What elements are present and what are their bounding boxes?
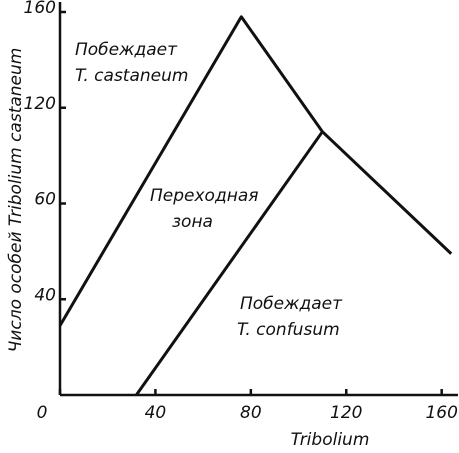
annotation: Переходная — [150, 186, 258, 206]
boundary-line — [135, 130, 324, 396]
y-tick-label: 40 — [34, 285, 56, 305]
y-tick-label: 60 — [34, 190, 56, 210]
x-tick-label: 120 — [330, 403, 362, 423]
annotation: Побеждает — [240, 294, 343, 314]
y-tick-label: 160 — [24, 0, 56, 18]
x-axis-label: Tribolium — [291, 430, 370, 450]
x-tick-label: 80 — [240, 403, 262, 423]
annotation: T. confusum — [237, 320, 340, 340]
annotation: T. castaneum — [75, 66, 188, 86]
annotation: Побеждает — [75, 40, 178, 60]
annotation: зона — [172, 212, 213, 232]
x-tick-label: 0 — [37, 403, 48, 423]
y-axis-label: Число особей Tribolium castaneum — [6, 48, 26, 353]
boundary-line — [58, 15, 453, 327]
x-tick-label: 40 — [145, 403, 167, 423]
y-tick-label: 120 — [24, 94, 56, 114]
x-tick-label: 160 — [425, 403, 457, 423]
